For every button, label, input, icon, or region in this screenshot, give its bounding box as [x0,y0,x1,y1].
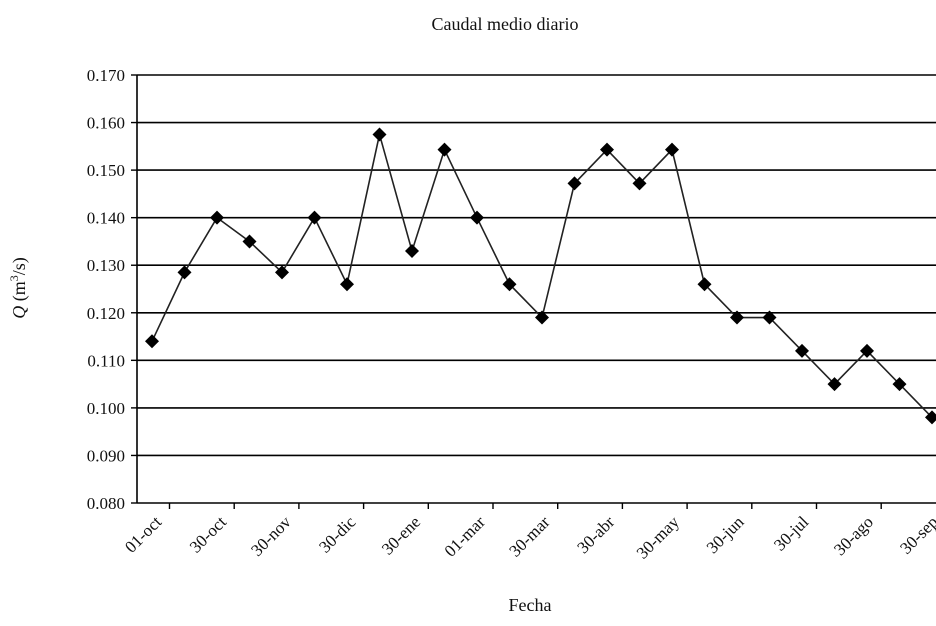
x-tick-label: 30-jul [770,512,812,554]
data-point [762,310,777,325]
data-point [730,310,744,325]
data-point [210,210,224,225]
y-tick-label: 0.080 [87,494,125,513]
y-axis-title-superscript: 3 [7,275,21,281]
chart-title: Caudal medio diario [432,14,579,34]
data-point [242,234,257,249]
y-tick-label: 0.160 [87,114,125,133]
data-point [925,410,936,425]
svg-text:Q (m3/s): Q (m3/s) [7,257,30,319]
x-tick-label: 30-mar [505,512,553,560]
x-tick-label: 30-ene [378,512,424,558]
data-point [275,265,289,280]
y-axis-title-unit-start: (m [9,281,30,306]
axes [131,74,936,509]
data-point [307,210,322,225]
x-tick-label: 30-dic [315,512,359,556]
x-tick-label: 30-may [633,512,684,563]
y-tick-labels: 0.080 0.090 0.100 0.110 0.120 0.130 0.140 0.150… [87,66,125,513]
y-axis-title-symbol: Q [9,306,29,319]
x-tick-label: 01-oct [121,512,165,556]
series-line [151,134,933,418]
x-tick-label: 30-ago [830,512,877,559]
x-axis-title: Fecha [509,595,552,615]
data-point [437,142,452,157]
data-point [795,343,809,358]
y-tick-label: 0.100 [87,399,125,418]
data-series [145,127,936,425]
x-tick-label: 30-oct [186,512,230,556]
data-point [632,176,647,191]
y-tick-label: 0.110 [87,351,125,370]
data-point [502,277,517,292]
data-point [827,377,842,392]
data-point [600,142,614,157]
data-point [372,127,387,142]
x-tick-label: 30-jun [703,512,748,557]
y-tick-label: 0.090 [87,446,125,465]
data-point [470,210,484,225]
y-axis-title: Q (m3/s) [7,257,30,319]
x-tick-label: 30-abr [573,512,618,557]
data-point [665,142,679,157]
data-point [860,343,874,358]
y-axis-title-unit-end: /s) [9,257,30,275]
data-point [145,334,159,349]
data-point [697,277,712,292]
y-tick-label: 0.140 [87,209,125,228]
y-tick-label: 0.120 [87,304,125,323]
data-point [405,243,419,258]
data-point [177,265,192,280]
data-point [535,310,549,325]
y-tick-label: 0.130 [87,256,125,275]
x-tick-label: 30-nov [247,512,295,560]
y-tick-label: 0.170 [87,66,125,85]
data-point [892,377,907,392]
x-tick-label: 30-sep [896,512,936,557]
x-tick-label: 01-mar [441,512,489,560]
data-point [340,277,354,292]
x-tick-labels: 01-oct 30-oct 30-nov 30-dic 30-ene 01-mar 30-m… [121,512,936,563]
data-point [567,176,582,191]
grid-lines [137,74,936,457]
y-tick-label: 0.150 [87,161,125,180]
